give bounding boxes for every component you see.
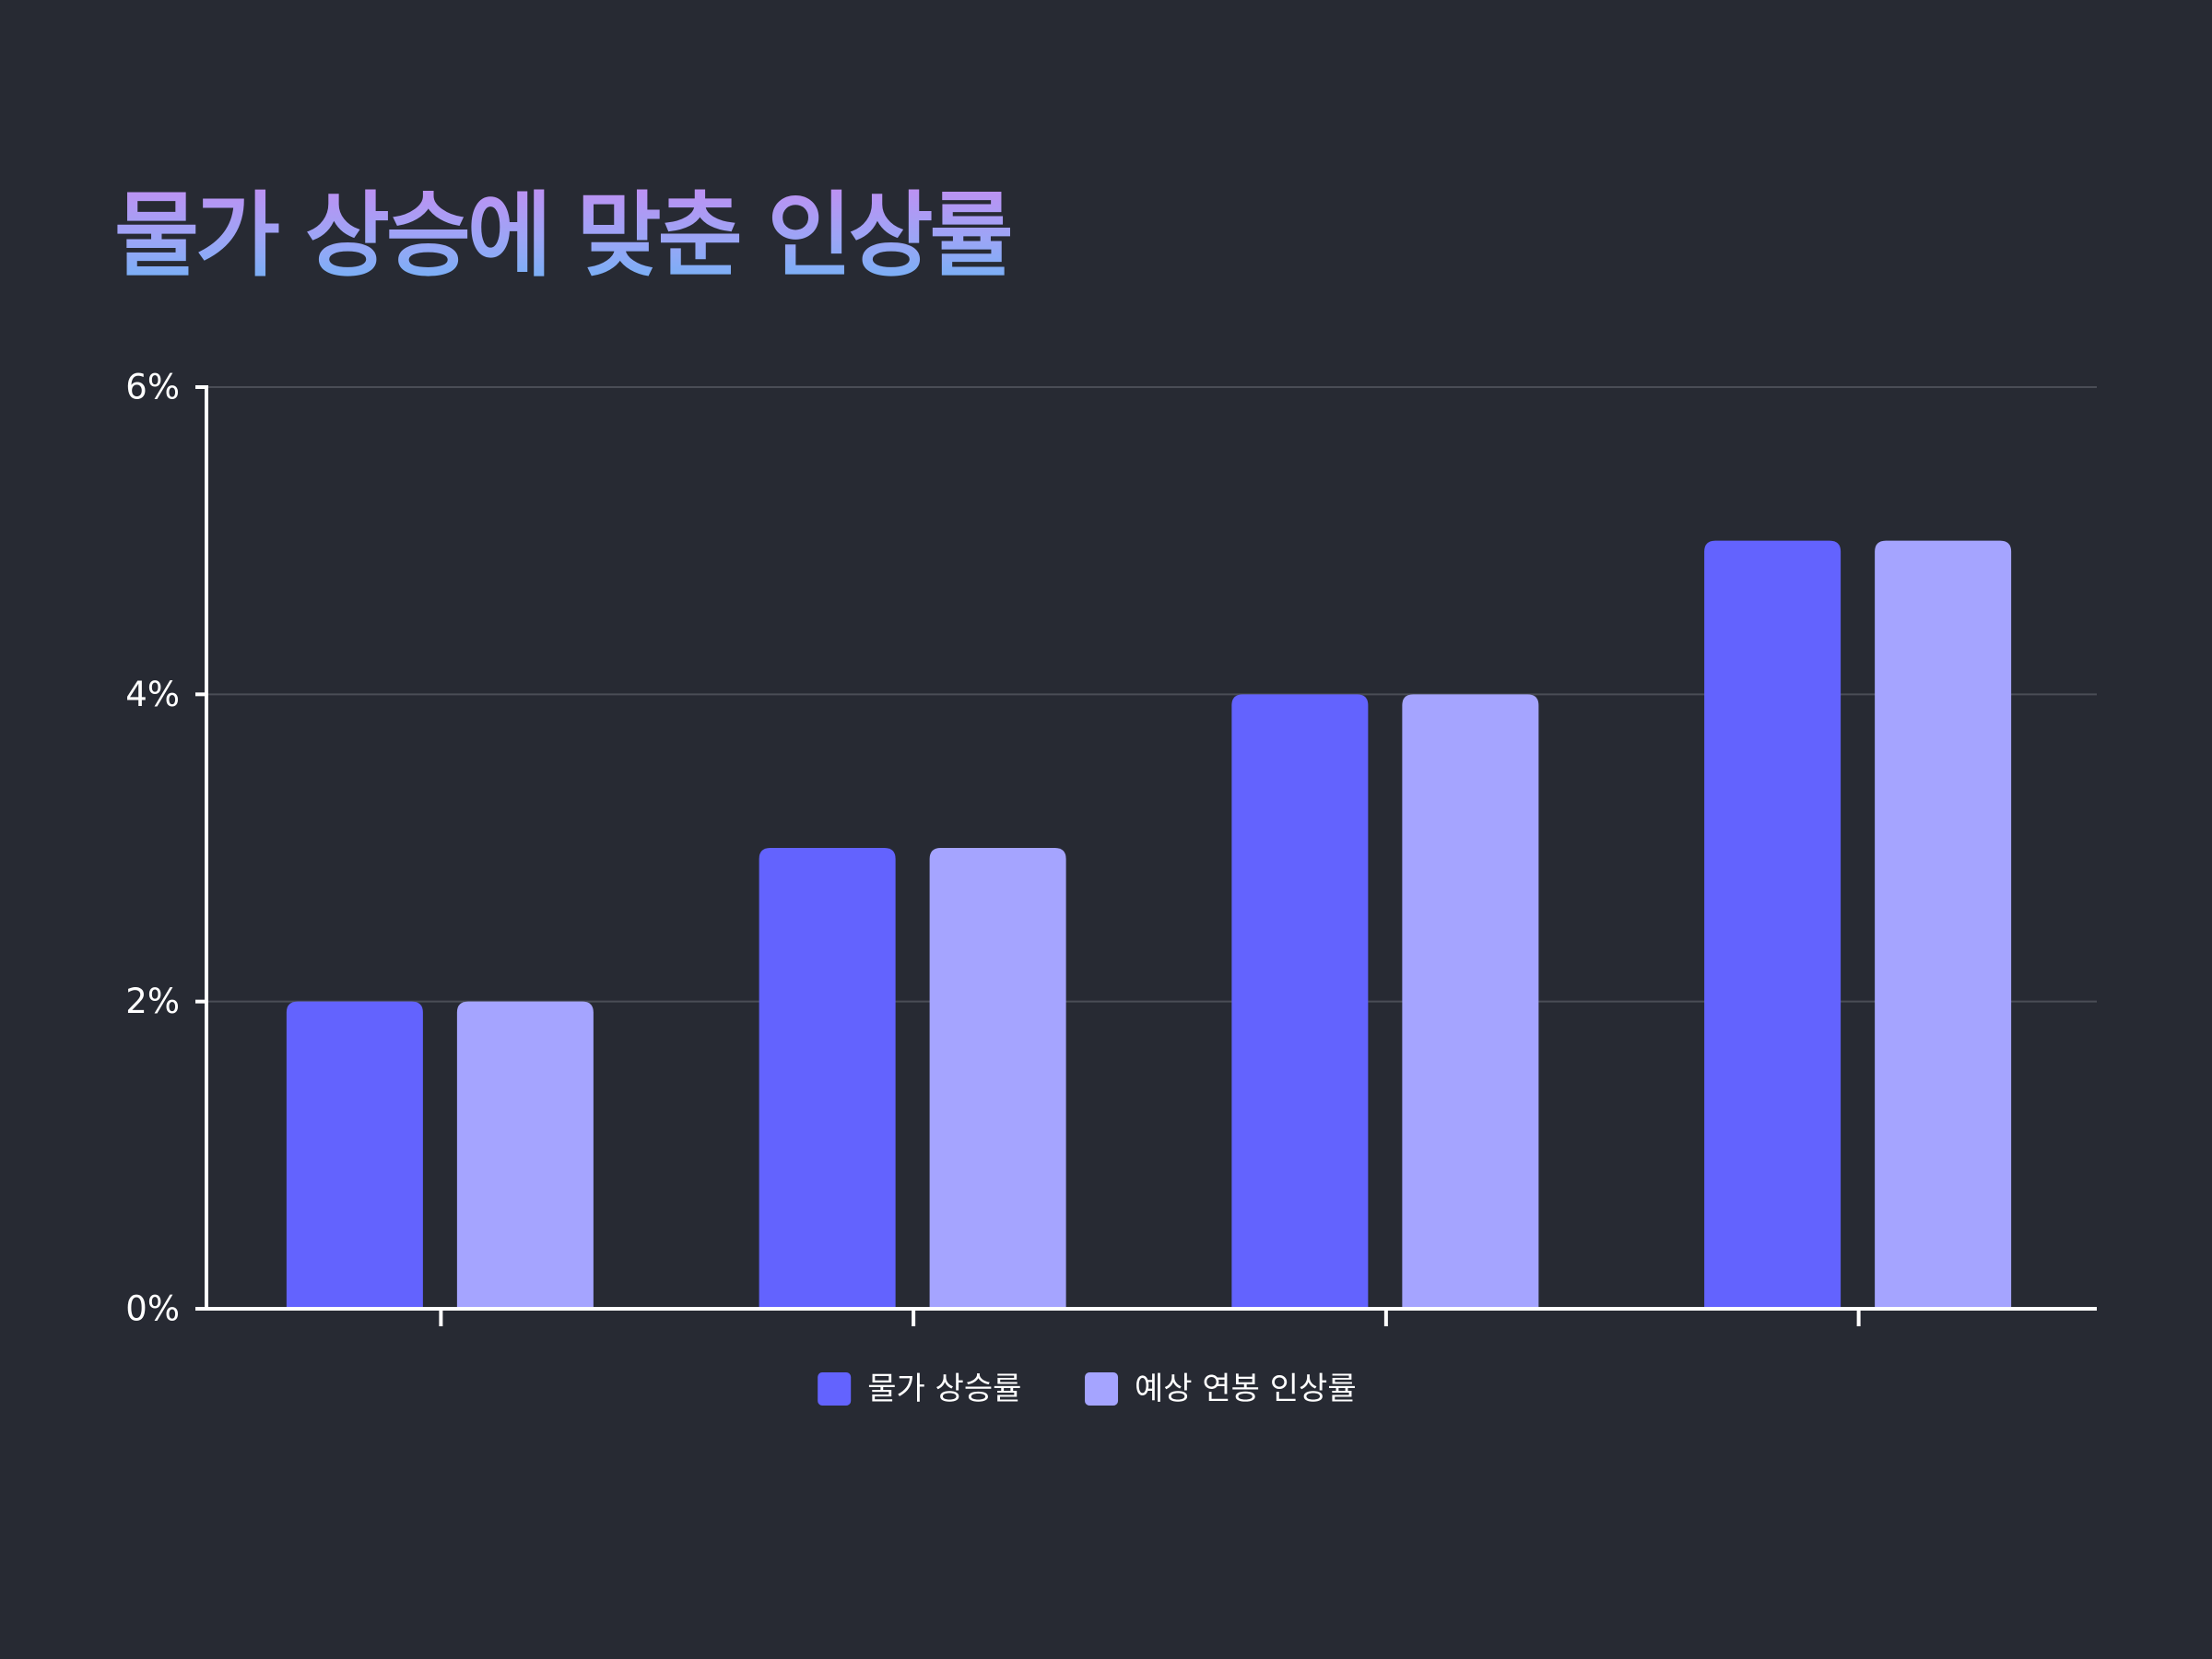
legend-label-1: 물가 상승률 — [867, 1371, 1021, 1407]
y-axis-ticks: 0% 2% 4% 6% — [125, 368, 206, 1329]
bar-series-1 — [759, 848, 896, 1309]
legend-swatch-1 — [818, 1372, 852, 1406]
axes — [205, 385, 2097, 1311]
bar-series-1 — [1231, 694, 1369, 1309]
bars — [286, 540, 2012, 1309]
y-tick-label: 2% — [125, 982, 180, 1021]
y-tick-label: 6% — [125, 368, 180, 407]
bar-series-2 — [456, 1001, 594, 1309]
x-axis-ticks — [439, 1309, 1861, 1326]
bar-series-1 — [286, 1001, 423, 1309]
legend: 물가 상승률 예상 연봉 인상률 — [818, 1371, 1357, 1407]
y-tick-label: 4% — [125, 675, 180, 714]
bar-series-2 — [1875, 540, 2012, 1309]
chart-title: 물가 상승에 맞춘 인상률 — [114, 182, 1014, 289]
bar-series-2 — [929, 848, 1066, 1309]
bar-series-2 — [1402, 694, 1539, 1309]
legend-label-2: 예상 연봉 인상률 — [1135, 1371, 1357, 1407]
bar-series-1 — [1704, 540, 1841, 1309]
legend-swatch-2 — [1085, 1372, 1119, 1406]
y-tick-label: 0% — [125, 1289, 180, 1329]
